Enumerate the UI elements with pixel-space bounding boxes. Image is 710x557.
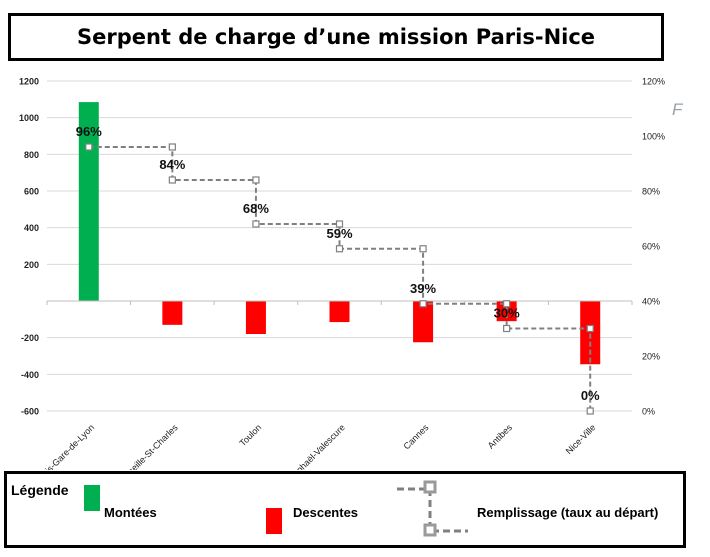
y-right-tick-label: 0%	[642, 407, 655, 417]
y-left-tick-label: 1200	[19, 77, 39, 87]
fill-rate-marker	[335, 220, 344, 228]
fill-rate-label: 0%	[581, 388, 600, 403]
y-left-tick-label: 800	[24, 150, 39, 160]
fill-rate-marker	[503, 324, 511, 333]
bar-descente	[329, 301, 350, 323]
legend-line-icon	[397, 480, 468, 537]
bar-descente	[162, 301, 183, 325]
x-tick-label: Paris-Gare-de-Lyon	[33, 422, 96, 470]
y-left-tick-label: 1000	[19, 113, 39, 123]
chart-title: Serpent de charge d’une mission Paris-Ni…	[76, 25, 596, 49]
x-tick-label: Marseille-St-Charles	[115, 422, 180, 470]
x-tick-label: Antibes	[486, 422, 515, 451]
y-right-tick-label: 20%	[642, 352, 660, 362]
y-right-tick-label: 100%	[642, 132, 665, 142]
x-tick-label: Toulon	[238, 422, 264, 448]
legend: Légende Montées Descentes Remplissage (t…	[4, 471, 686, 548]
fill-rate-marker	[586, 324, 594, 333]
x-tick-label: Cannes	[401, 422, 430, 451]
y-right-tick-label: 120%	[642, 77, 665, 87]
bar-montee	[78, 102, 99, 301]
fill-rate-marker	[168, 176, 176, 184]
y-right-tick-label: 80%	[642, 187, 660, 197]
y-left-tick-label: 200	[24, 260, 39, 270]
x-tick-label: Nice-Ville	[564, 422, 598, 456]
fill-rate-marker	[168, 143, 176, 151]
bar-descente	[413, 301, 434, 343]
legend-descentes-label: Descentes	[293, 505, 359, 520]
y-left-tick-label: 600	[24, 187, 39, 197]
y-left-tick-label: -400	[21, 370, 39, 380]
legend-remplissage-label: Remplissage (taux au départ)	[477, 505, 659, 520]
fill-rate-label: 68%	[243, 201, 269, 216]
y-right-tick-label: 60%	[642, 242, 660, 252]
fill-rate-label: 96%	[76, 124, 102, 139]
x-tick-label: St-Raphaël-Valescure	[278, 422, 347, 470]
fill-rate-line	[88, 146, 592, 411]
fill-rate-marker	[252, 176, 260, 184]
legend-heading: Légende	[11, 482, 69, 498]
stray-glyph: F	[672, 100, 683, 119]
fill-rate-label: 39%	[410, 281, 436, 296]
legend-montees-swatch	[84, 485, 100, 511]
fill-rate-marker	[419, 245, 427, 253]
y-left-tick-label: -600	[21, 407, 39, 417]
bar-descente	[580, 301, 601, 365]
chart-title-box: Serpent de charge d’une mission Paris-Ni…	[8, 13, 664, 61]
fill-rate-marker	[85, 143, 93, 151]
bar-descente	[245, 301, 266, 334]
legend-montees-label: Montées	[104, 505, 157, 520]
fill-rate-marker	[252, 220, 260, 228]
bar-descente	[496, 301, 517, 322]
fill-rate-marker	[335, 245, 344, 253]
y-left-tick-label: -200	[21, 333, 39, 343]
fill-rate-marker	[586, 407, 594, 415]
y-right-tick-label: 40%	[642, 297, 660, 307]
fill-rate-label: 30%	[494, 306, 520, 321]
fill-rate-marker	[419, 300, 427, 308]
fill-rate-label: 59%	[326, 226, 352, 241]
legend-descentes-swatch	[266, 508, 282, 534]
y-left-tick-label: 400	[24, 223, 39, 233]
fill-rate-label: 84%	[159, 157, 185, 172]
chart-plot: -600 -400 -200 200 400 600 800 1000 1200 0% 20% 40%…	[19, 77, 665, 471]
fill-rate-marker	[503, 300, 511, 308]
